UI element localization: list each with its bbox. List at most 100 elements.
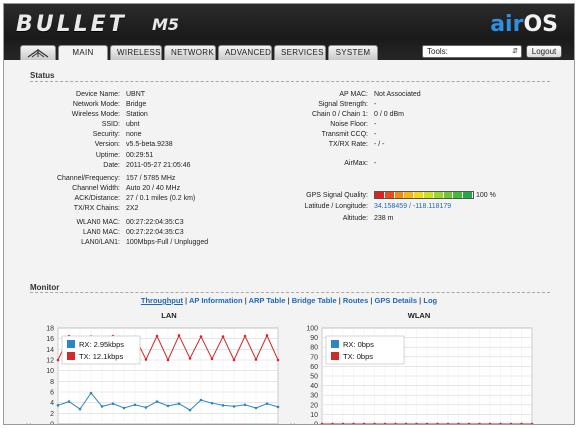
data-point [100, 405, 104, 408]
data-point [415, 422, 418, 424]
gps-bar-segment [375, 192, 385, 198]
y-tick-label: 90 [310, 335, 318, 342]
chart-title-wlan: WLAN [407, 311, 431, 320]
legend-label: RX: 0bps [343, 340, 374, 349]
data-point [265, 334, 269, 337]
data-point [373, 422, 376, 424]
data-point [331, 422, 334, 424]
tab-network[interactable]: NETWORK [164, 45, 216, 60]
tab-system[interactable]: SYSTEM [328, 45, 378, 60]
status-label: SSID: [101, 121, 120, 128]
data-point [122, 406, 126, 410]
status-row: SSID: ubnt [4, 120, 140, 130]
monitor-link-ap-information[interactable]: AP Information [188, 296, 243, 305]
status-label: WLAN0 MAC: [76, 219, 120, 226]
monitor-links: Throughput | AP Information | ARP Table … [4, 296, 574, 305]
status-label: Network Mode: [72, 101, 120, 108]
monitor-link-arp-table[interactable]: ARP Table [248, 296, 286, 305]
status-label: Signal Strength: [318, 101, 368, 108]
data-point [155, 400, 159, 403]
y-tick-label: 12 [46, 358, 54, 365]
y-tick-label: 18 [46, 326, 54, 333]
status-label: Transmit CCQ: [321, 131, 368, 138]
status-label: Uptime: [95, 152, 120, 159]
monitor-link-gps-details[interactable]: GPS Details [374, 296, 418, 305]
status-row: Altitude: 238 m [4, 214, 394, 224]
brand-model: M5 [152, 15, 180, 34]
data-point [177, 334, 181, 337]
monitor-section-title: Monitor [30, 283, 60, 292]
status-row: Noise Floor: - [4, 120, 376, 130]
status-value: - [374, 121, 377, 128]
tab-services[interactable]: SERVICES [274, 45, 326, 60]
status-row: Signal Strength: - [4, 100, 376, 110]
y-axis-unit-label: kbps [26, 423, 40, 425]
data-point [243, 334, 247, 338]
status-label: Chain 0 / Chain 1: [311, 111, 368, 118]
data-point [265, 402, 269, 406]
status-row: Version: v5.5-beta.9238 [4, 140, 173, 150]
link-separator: | [182, 296, 189, 305]
monitor-link-log[interactable]: Log [423, 296, 438, 305]
link-separator: | [368, 296, 375, 305]
monitor-link-bridge-table[interactable]: Bridge Table [291, 296, 337, 305]
status-value: 00:27:22:04:35:C3 [126, 219, 184, 226]
monitor-link-routes[interactable]: Routes [342, 296, 369, 305]
status-row: Latitude / Longitude: 34.158459 / -118.11… [4, 202, 452, 212]
data-point [425, 422, 429, 424]
status-row: Chain 0 / Chain 1: 0 / 0 dBm [4, 110, 404, 120]
status-row: LAN0/LAN1: 100Mbps-Full / Unplugged [4, 238, 208, 248]
data-point [232, 405, 236, 408]
status-label: Channel/Frequency: [56, 175, 120, 182]
status-value: 238 m [374, 215, 394, 222]
status-row: WLAN0 MAC: 00:27:22:04:35:C3 [4, 218, 183, 228]
tab-advanced[interactable]: ADVANCED [218, 45, 272, 60]
data-point [78, 407, 82, 411]
status-value: 2011-05-27 21:05:46 [126, 162, 191, 169]
data-point [89, 391, 93, 395]
legend-label: TX: 12.1kbps [79, 352, 123, 361]
status-value: 27 / 0.1 miles (0.2 km) [126, 195, 196, 202]
tab-main[interactable]: MAIN [58, 45, 108, 61]
tools-select[interactable]: Tools: ⇵ [422, 45, 522, 58]
brand-name: BULLET [16, 12, 127, 37]
status-value: 100 % [476, 192, 496, 199]
y-tick-label: 6 [50, 390, 54, 397]
lan-throughput-chart: 0 2 4 6 8 10 12 14 16 18 kbps RX: 2.95kbps TX: 12.1k… [26, 326, 280, 425]
status-section-title: Status [30, 71, 55, 80]
y-tick-label: 100 [306, 326, 318, 333]
link-separator: | [285, 296, 292, 305]
data-point [467, 422, 471, 424]
status-label: Wireless Mode: [71, 111, 120, 118]
gps-coordinates-link[interactable]: 34.158459 / -118.118179 [374, 203, 452, 210]
main-content: Status Device Name: UBNT Network Mode: Brid… [4, 60, 574, 425]
data-point [341, 422, 345, 424]
data-point [446, 422, 450, 424]
logout-button[interactable]: Logout [526, 45, 562, 58]
data-point [166, 358, 170, 362]
gps-bar-segment [433, 192, 444, 198]
status-label: TX/RX Rate: [328, 141, 368, 148]
tab-wireless[interactable]: WIRELESS [110, 45, 162, 60]
monitor-link-throughput[interactable]: Throughput [140, 296, 183, 305]
y-tick-label: 16 [46, 336, 54, 343]
data-point [232, 358, 236, 362]
data-point [499, 422, 502, 424]
status-row: AirMax: - [4, 159, 376, 169]
y-tick-label: 60 [310, 364, 318, 371]
status-label: Altitude: [342, 215, 368, 222]
tab-ubnt-logo[interactable] [20, 45, 56, 60]
header-bar: BULLET M5 airOS MAIN WIRELESS NETWORK AD… [4, 4, 574, 61]
data-point [520, 422, 523, 424]
data-point [394, 422, 397, 424]
y-tick-label: 4 [50, 400, 54, 407]
status-value: UBNT [126, 91, 146, 98]
status-row: Channel Width: Auto 20 / 40 MHz [4, 184, 180, 194]
status-value: 157 / 5785 MHz [126, 175, 176, 182]
wlan-throughput-chart: 0 10 20 30 40 50 60 70 80 90 100 kbps RX: 0bps TX: 0b… [290, 326, 534, 424]
data-point [155, 334, 159, 338]
link-separator: | [417, 296, 424, 305]
status-label: Channel Width: [72, 185, 120, 192]
data-point [457, 422, 460, 424]
legend-swatch [67, 340, 75, 348]
